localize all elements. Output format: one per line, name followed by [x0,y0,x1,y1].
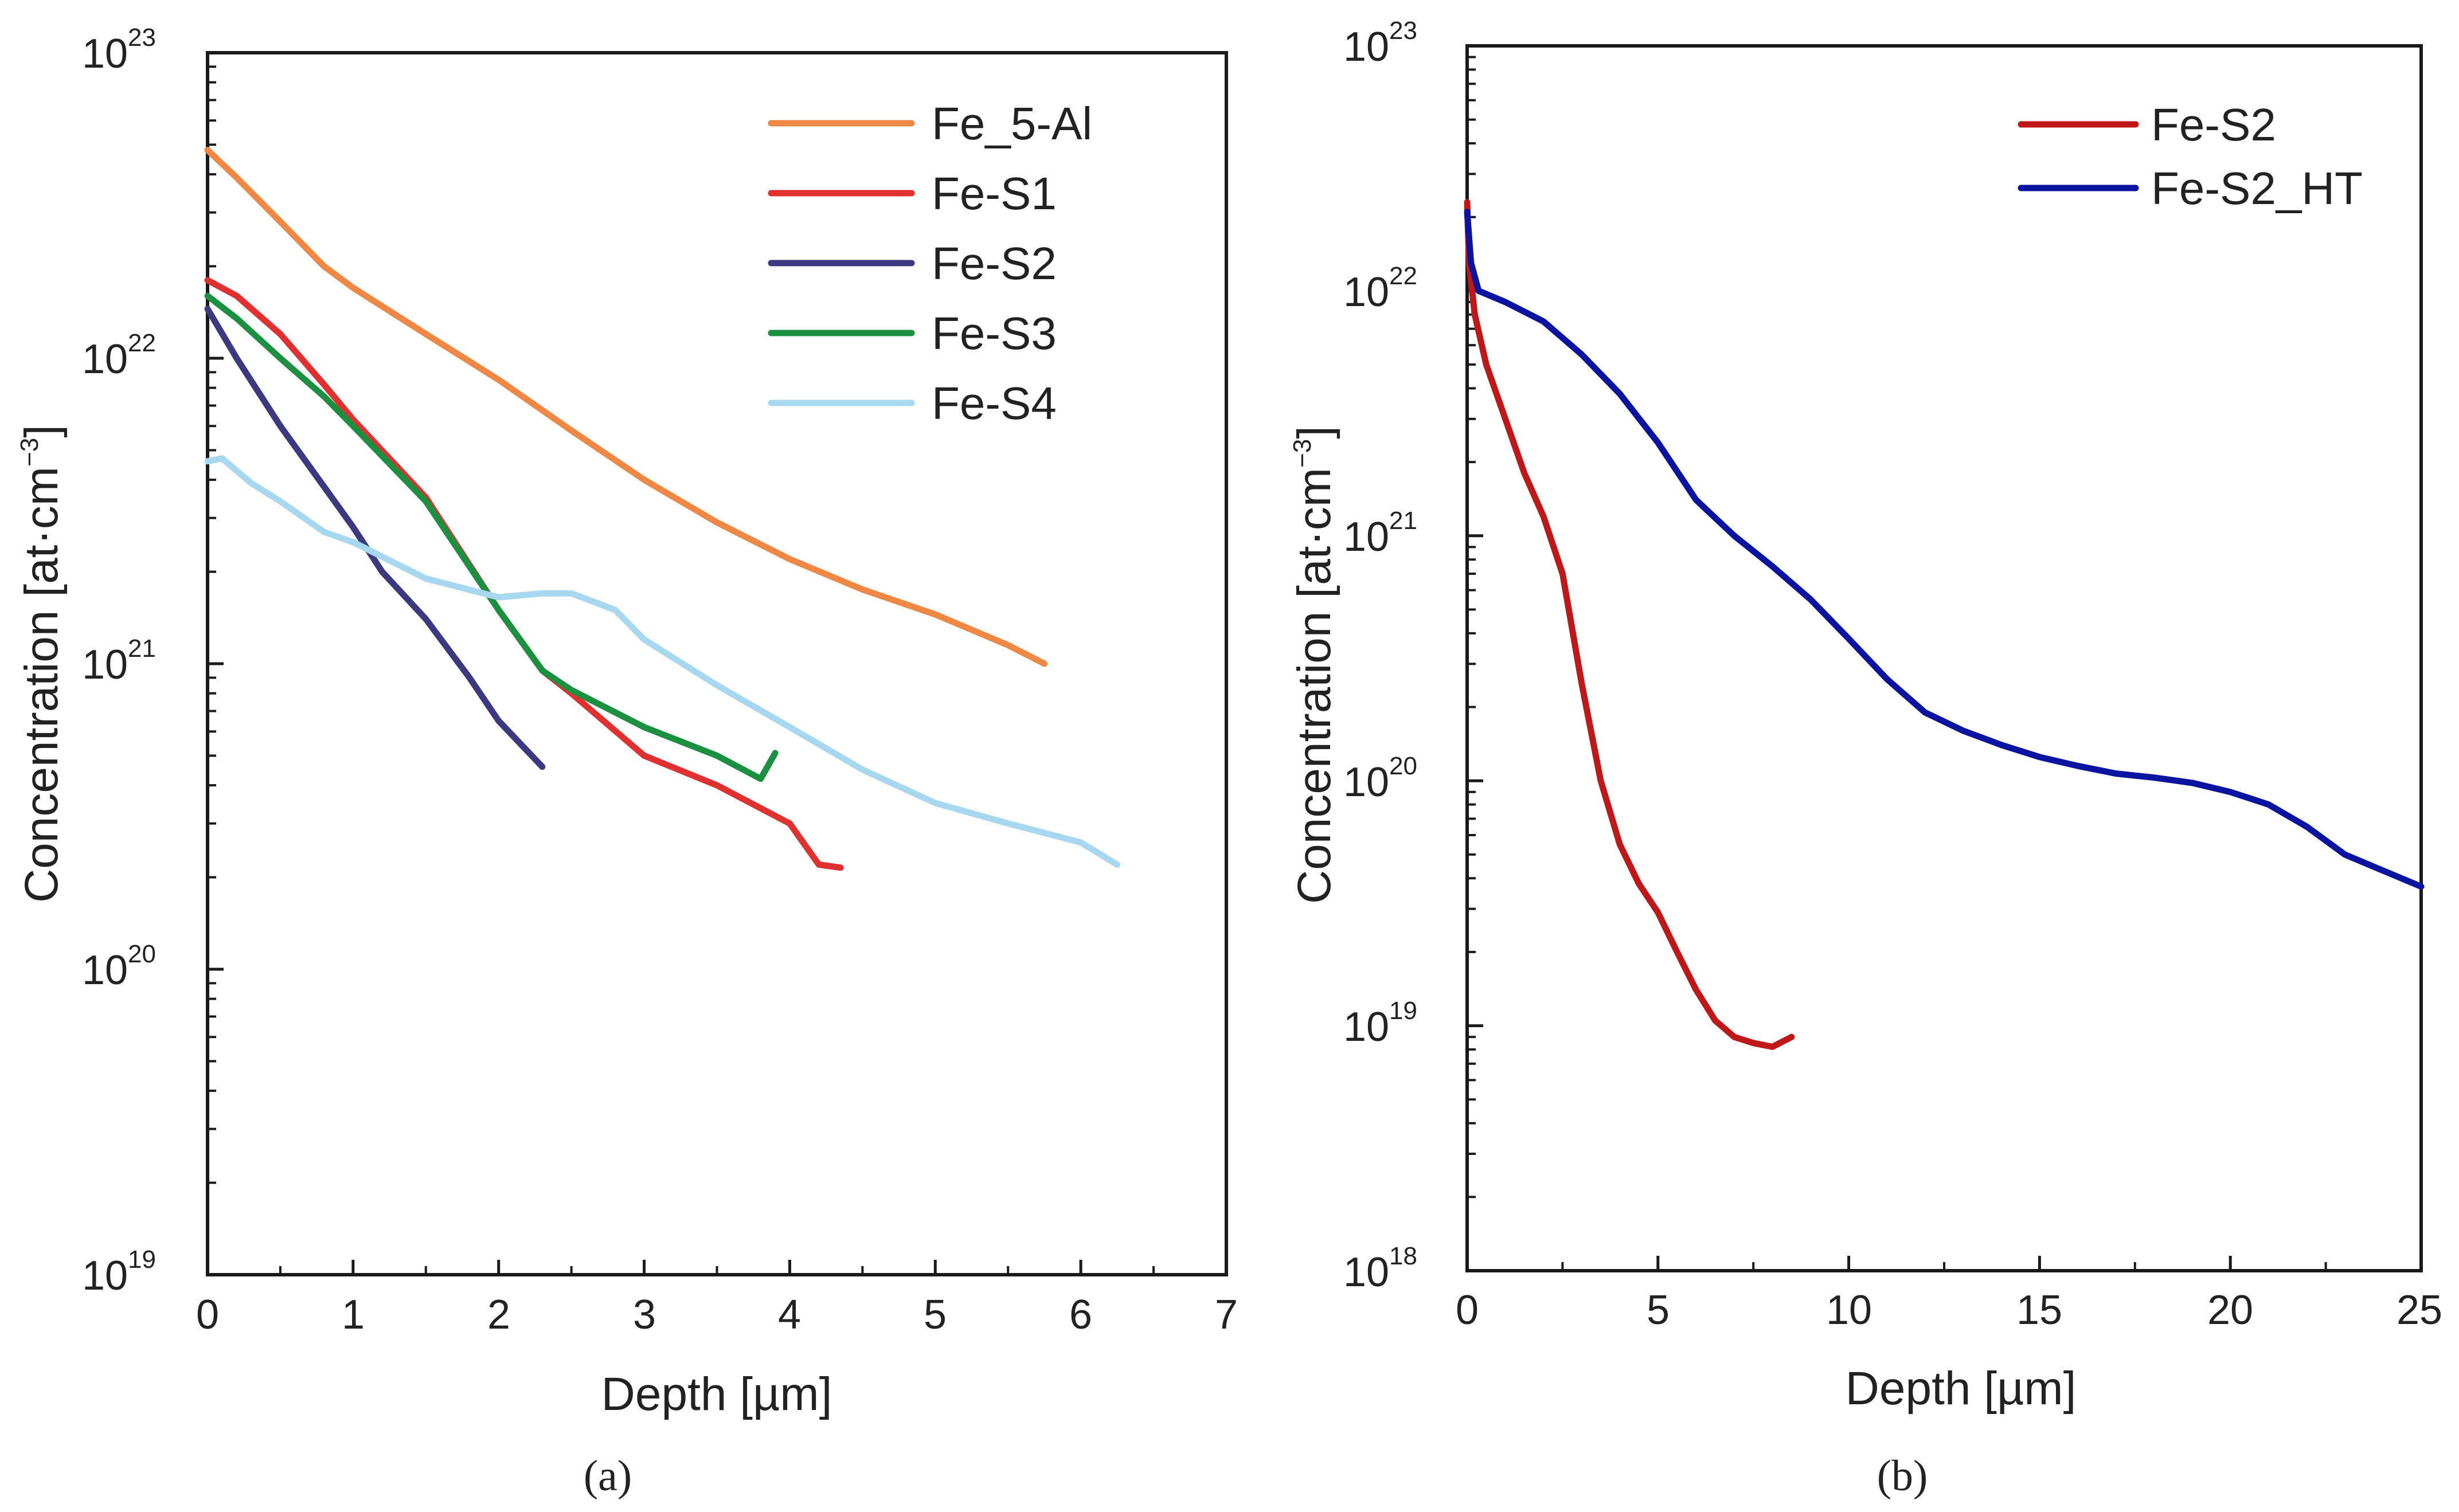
y-tick-exponent: 23 [1389,17,1417,45]
panel-b-y-tick-label: 1023 [1343,17,1417,70]
y-tick-base: 10 [82,947,128,993]
y-tick-base: 10 [1343,269,1389,315]
panel-b-x-tick-label: 20 [2207,1287,2253,1333]
legend-label-fe-s3: Fe-S3 [932,308,1057,359]
legend-label-fe-s2: Fe-S2 [932,238,1057,289]
panel-b: 0 5 10 15 20 25 1018 1019 1020 1021 1022… [1288,17,2442,1500]
series-line-fe-s3 [204,292,779,782]
legend-label-fe-s4: Fe-S4 [932,378,1057,429]
y-axis-label-exponent: −3 [1288,439,1316,468]
panel-a-x-tick-label: 3 [633,1292,656,1338]
panel-a-y-tick-labels: 1019 1020 1021 1022 1023 [82,23,156,1299]
series-line-fe-s2-ht [1464,209,2425,890]
panel-a-y-tick-label: 1023 [82,23,156,77]
panel-a-y-tick-label: 1022 [82,329,156,382]
panel-b-x-tick-label: 15 [2016,1287,2062,1333]
y-tick-base: 10 [1343,759,1389,805]
y-tick-base: 10 [1343,1249,1389,1295]
panel-a-x-tick-label: 4 [778,1292,801,1338]
panel-b-x-tick-label: 25 [2397,1287,2442,1333]
panel-b-x-tick-label: 10 [1826,1287,1872,1333]
panel-b-y-tick-label: 1020 [1343,752,1417,805]
panel-b-legend: Fe-S2 Fe-S2_HT [2018,99,2363,214]
panel-b-x-tick-label: 5 [1647,1287,1670,1333]
legend-label-fe-s2-ht: Fe-S2_HT [2151,163,2363,214]
panel-b-x-axis-label: Depth [µm] [1846,1362,2077,1415]
y-tick-exponent: 22 [1389,262,1417,290]
panel-a-x-tick-label: 6 [1069,1292,1092,1338]
y-tick-exponent: 20 [1389,752,1417,780]
series-line-fe-s4 [204,455,1121,868]
panel-a-series [204,147,1121,871]
y-axis-label-end: ] [1288,426,1340,439]
panel-a-caption: (a) [584,1452,632,1500]
panel-a-x-tick-label: 7 [1215,1292,1238,1338]
y-tick-base: 10 [82,642,128,688]
y-tick-exponent: 18 [1389,1242,1417,1270]
legend-label-fe-s1: Fe-S1 [932,168,1057,219]
legend-label-fe-s2: Fe-S2 [2151,99,2276,150]
panel-b-plot-frame [1465,44,2423,1272]
panel-a: 0 1 2 3 4 5 6 7 1019 1020 1021 1022 1023… [15,23,1238,1500]
y-tick-exponent: 20 [128,940,156,968]
panel-b-caption: (b) [1877,1452,1928,1500]
panel-a-plot-frame [206,51,1228,1276]
y-axis-label-end: ] [15,425,68,438]
panel-b-x-tick-label: 0 [1456,1287,1479,1333]
panel-a-y-tick-label: 1019 [82,1245,156,1299]
y-axis-label-text: Concentration [at·cm [15,467,68,903]
panel-a-legend: Fe_5-Al Fe-S1 Fe-S2 Fe-S3 Fe-S4 [768,98,1092,429]
y-tick-base: 10 [1343,1004,1389,1050]
panel-b-y-tick-label: 1019 [1343,997,1417,1050]
panel-a-x-tick-label: 2 [487,1292,510,1338]
y-tick-exponent: 21 [128,634,156,663]
panel-b-x-tick-labels: 0 5 10 15 20 25 [1456,1287,2442,1333]
panel-b-y-tick-label: 1018 [1343,1242,1417,1295]
panel-a-x-tick-label: 1 [342,1292,365,1338]
y-tick-base: 10 [82,1253,128,1299]
y-tick-exponent: 19 [1389,997,1417,1025]
panel-a-x-tick-label: 0 [196,1292,219,1338]
y-tick-exponent: 21 [1389,507,1417,535]
legend-label-fe-5-al: Fe_5-Al [932,98,1092,149]
panel-a-x-tick-labels: 0 1 2 3 4 5 6 7 [196,1292,1238,1338]
series-line-fe-5-al [204,147,1048,667]
panel-a-y-tick-label: 1020 [82,940,156,993]
y-tick-base: 10 [82,31,128,77]
y-tick-base: 10 [1343,24,1389,70]
y-tick-base: 10 [82,336,128,382]
panel-b-y-tick-label: 1021 [1343,507,1417,560]
panel-b-series [1464,199,2425,1050]
panel-b-minor-ticks [1465,44,2423,1272]
y-tick-exponent: 19 [128,1245,156,1274]
y-axis-label-text: Concentration [at·cm [1288,468,1340,904]
panel-a-x-tick-label: 5 [924,1292,947,1338]
panel-b-y-tick-labels: 1018 1019 1020 1021 1022 1023 [1343,17,1417,1295]
y-tick-base: 10 [1343,514,1389,560]
panel-a-y-tick-label: 1021 [82,634,156,688]
panel-b-y-tick-label: 1022 [1343,262,1417,315]
panel-a-x-axis-label: Depth [µm] [601,1368,832,1420]
y-tick-exponent: 22 [128,329,156,357]
y-tick-exponent: 23 [128,23,156,52]
y-axis-label-exponent: −3 [15,438,44,467]
series-line-fe-s2 [1464,199,1795,1050]
panel-a-y-axis-label: Concentration [at·cm−3] [15,425,68,903]
panel-b-y-axis-label: Concentration [at·cm−3] [1288,426,1340,904]
